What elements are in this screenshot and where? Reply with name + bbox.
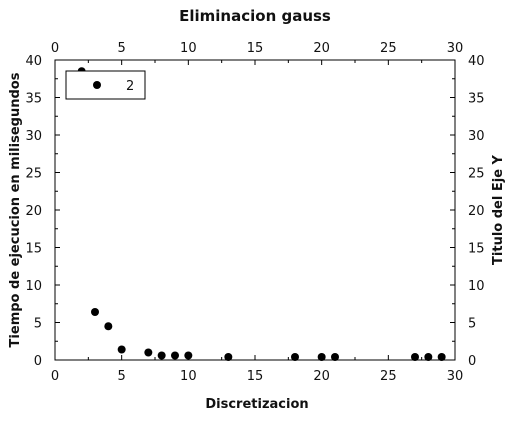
- y-tick-label-left: 5: [34, 317, 42, 332]
- y-tick-label-right: 0: [468, 354, 476, 369]
- data-point: [157, 351, 166, 360]
- y-tick-label-left: 40: [25, 54, 42, 69]
- x-tick-label-bottom: 10: [180, 369, 197, 384]
- y-tick-label-left: 20: [25, 204, 42, 219]
- legend: 2: [65, 70, 146, 100]
- data-point: [291, 353, 299, 361]
- data-point: [171, 351, 179, 360]
- chart-title: Eliminacion gauss: [179, 7, 331, 25]
- y-tick-label-left: 10: [25, 279, 42, 294]
- data-point: [104, 322, 113, 331]
- y-axis-right: 0 5 10 15 20 25 30 35 40: [450, 54, 485, 369]
- x-tick-label-bottom: 20: [313, 369, 330, 384]
- y-tick-label-right: 30: [468, 129, 485, 144]
- x-tick-label-bottom: 15: [247, 369, 264, 384]
- data-point: [437, 353, 446, 361]
- data-points: [77, 67, 446, 361]
- y-tick-label-right: 5: [468, 317, 476, 332]
- data-point: [424, 353, 433, 361]
- legend-box: [65, 70, 146, 100]
- y-tick-label-right: 40: [468, 54, 485, 69]
- x-tick-label-top: 25: [380, 41, 397, 56]
- y-tick-label-left: 25: [25, 167, 42, 182]
- data-point: [91, 308, 99, 316]
- data-point: [317, 353, 326, 361]
- plot-area-frame: [54, 59, 456, 361]
- y-tick-label-right: 35: [468, 92, 485, 107]
- legend-marker: [93, 81, 101, 89]
- y2-axis-label: Titulo del Eje Y: [491, 154, 506, 264]
- y-tick-label-left: 0: [34, 354, 42, 369]
- x-axis-label: Discretizacion: [205, 397, 308, 412]
- x-tick-label-top: 30: [447, 41, 464, 56]
- x-tick-label-top: 0: [51, 41, 59, 56]
- legend-label: 2: [126, 79, 134, 94]
- y-axis-label: Tiempo de ejecucion en milisegundos: [8, 72, 23, 347]
- data-point: [331, 353, 339, 361]
- y-tick-label-left: 30: [25, 129, 42, 144]
- y-tick-label-left: 35: [25, 92, 42, 107]
- x-tick-label-top: 5: [118, 41, 126, 56]
- data-point: [117, 345, 126, 354]
- x-tick-label-top: 10: [180, 41, 197, 56]
- y-tick-label-right: 15: [468, 242, 485, 257]
- y-tick-label-left: 15: [25, 242, 42, 257]
- x-tick-label-bottom: 25: [380, 369, 397, 384]
- x-tick-label-bottom: 5: [118, 369, 126, 384]
- x-axis-bottom: 0 5 10 15 20 25 30: [51, 355, 463, 384]
- x-tick-label-top: 15: [247, 41, 264, 56]
- x-tick-label-top: 20: [313, 41, 330, 56]
- x-tick-label-bottom: 30: [447, 369, 464, 384]
- x-tick-label-bottom: 0: [51, 369, 59, 384]
- y-axis-left: 0 5 10 15 20 25 30 35 40: [25, 54, 60, 369]
- x-axis-top: 0 5 10 15 20 25 30: [51, 41, 463, 65]
- y-tick-label-right: 10: [468, 279, 485, 294]
- data-point: [184, 351, 193, 360]
- y-tick-label-right: 25: [468, 167, 485, 182]
- data-point: [144, 348, 153, 357]
- data-point: [224, 353, 233, 361]
- y-tick-label-right: 20: [468, 204, 485, 219]
- data-point: [411, 353, 419, 361]
